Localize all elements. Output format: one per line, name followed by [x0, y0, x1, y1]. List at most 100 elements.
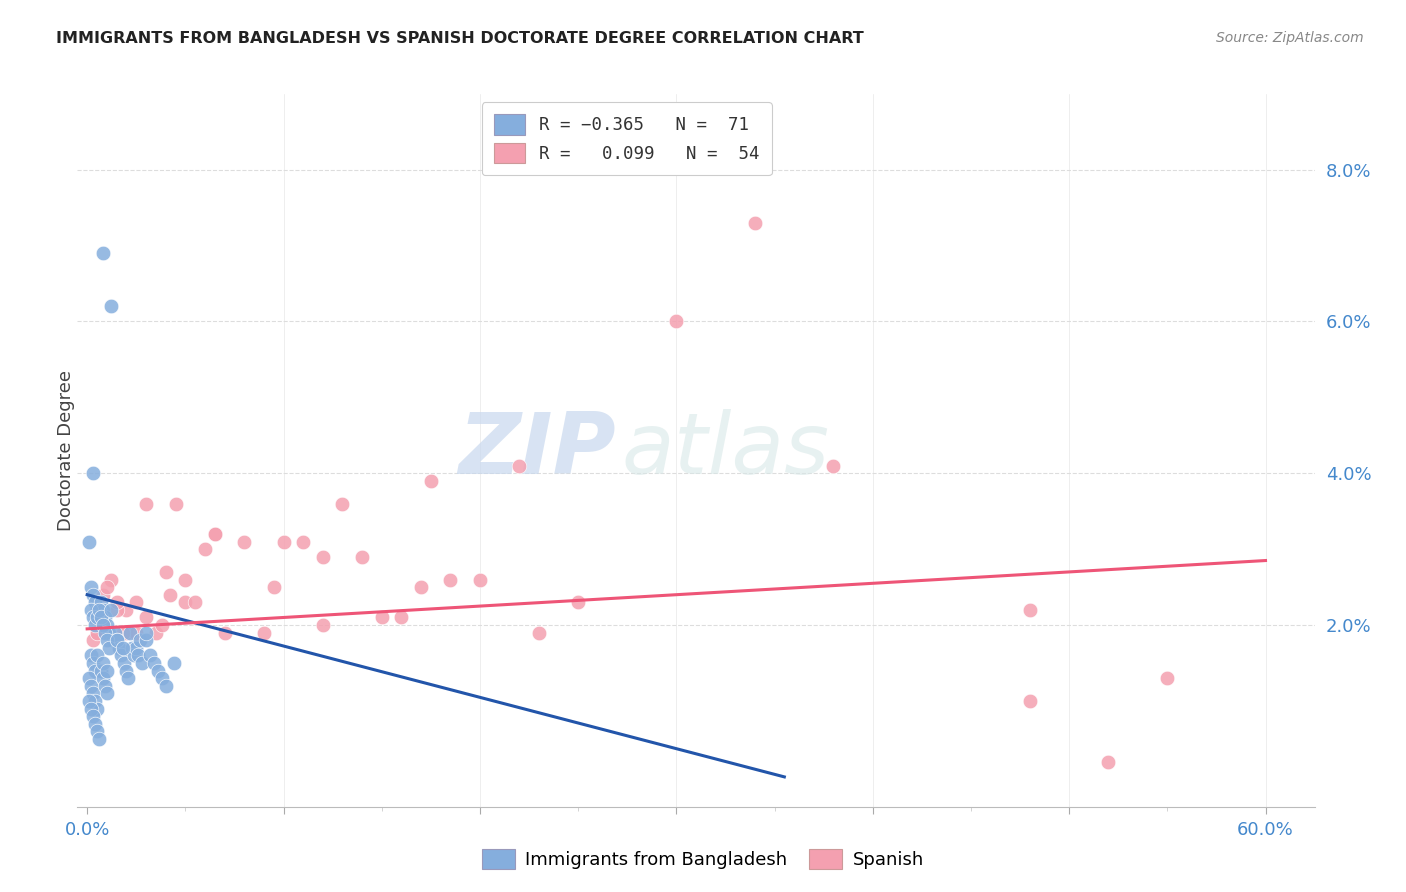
Point — [87, 603, 110, 617]
Point — [145, 625, 167, 640]
Point — [263, 580, 285, 594]
Point — [96, 633, 118, 648]
Point — [82, 588, 104, 602]
Point — [86, 701, 108, 715]
Point — [91, 618, 114, 632]
Point — [107, 640, 129, 655]
Point — [100, 603, 122, 617]
Point — [90, 664, 112, 678]
Point — [77, 534, 100, 549]
Point — [100, 299, 122, 313]
Point — [184, 595, 207, 609]
Point — [823, 458, 845, 473]
Point — [91, 246, 114, 260]
Point — [371, 610, 394, 624]
Point — [84, 595, 107, 609]
Legend: R = −0.365   N =  71, R =   0.099   N =  54: R = −0.365 N = 71, R = 0.099 N = 54 — [482, 103, 772, 176]
Text: Source: ZipAtlas.com: Source: ZipAtlas.com — [1216, 31, 1364, 45]
Point — [105, 595, 128, 609]
Point — [292, 534, 315, 549]
Point — [77, 694, 100, 708]
Point — [82, 467, 104, 481]
Point — [91, 671, 114, 685]
Point — [96, 664, 118, 678]
Point — [115, 664, 138, 678]
Point — [82, 633, 104, 648]
Point — [389, 610, 412, 624]
Point — [127, 648, 149, 663]
Legend: Immigrants from Bangladesh, Spanish: Immigrants from Bangladesh, Spanish — [472, 839, 934, 879]
Point — [97, 640, 120, 655]
Point — [146, 664, 169, 678]
Point — [82, 686, 104, 700]
Point — [90, 595, 112, 609]
Point — [204, 527, 226, 541]
Point — [86, 724, 108, 739]
Point — [84, 694, 107, 708]
Text: ZIP: ZIP — [458, 409, 616, 492]
Point — [94, 679, 117, 693]
Point — [174, 595, 197, 609]
Point — [111, 625, 134, 640]
Point — [162, 656, 184, 670]
Point — [409, 580, 432, 594]
Point — [96, 686, 118, 700]
Point — [100, 573, 122, 587]
Y-axis label: Doctorate Degree: Doctorate Degree — [58, 370, 75, 531]
Point — [86, 625, 108, 640]
Point — [135, 625, 157, 640]
Point — [84, 664, 107, 678]
Point — [419, 474, 441, 488]
Point — [155, 679, 177, 693]
Point — [91, 603, 114, 617]
Point — [80, 603, 103, 617]
Point — [115, 603, 138, 617]
Point — [125, 595, 148, 609]
Point — [90, 610, 112, 624]
Point — [111, 640, 134, 655]
Point — [84, 716, 107, 731]
Point — [139, 648, 162, 663]
Point — [159, 588, 181, 602]
Point — [121, 640, 143, 655]
Point — [87, 731, 110, 746]
Point — [124, 648, 146, 663]
Point — [527, 625, 550, 640]
Point — [91, 656, 114, 670]
Point — [142, 656, 165, 670]
Point — [80, 648, 103, 663]
Point — [105, 633, 128, 648]
Point — [312, 618, 335, 632]
Point — [96, 625, 118, 640]
Point — [105, 633, 128, 648]
Point — [96, 618, 118, 632]
Point — [105, 603, 128, 617]
Point — [1018, 694, 1040, 708]
Point — [131, 656, 153, 670]
Point — [1018, 603, 1040, 617]
Point — [273, 534, 295, 549]
Point — [1156, 671, 1178, 685]
Point — [233, 534, 256, 549]
Point — [135, 633, 157, 648]
Point — [129, 633, 152, 648]
Point — [82, 709, 104, 723]
Point — [91, 588, 114, 602]
Point — [567, 595, 589, 609]
Point — [332, 497, 354, 511]
Point — [82, 656, 104, 670]
Point — [165, 497, 187, 511]
Point — [94, 625, 117, 640]
Point — [87, 603, 110, 617]
Point — [744, 216, 766, 230]
Point — [80, 701, 103, 715]
Point — [150, 671, 173, 685]
Point — [82, 610, 104, 624]
Text: IMMIGRANTS FROM BANGLADESH VS SPANISH DOCTORATE DEGREE CORRELATION CHART: IMMIGRANTS FROM BANGLADESH VS SPANISH DO… — [56, 31, 865, 46]
Point — [114, 656, 136, 670]
Point — [204, 527, 226, 541]
Point — [86, 648, 108, 663]
Point — [125, 625, 148, 640]
Point — [91, 618, 114, 632]
Point — [115, 625, 138, 640]
